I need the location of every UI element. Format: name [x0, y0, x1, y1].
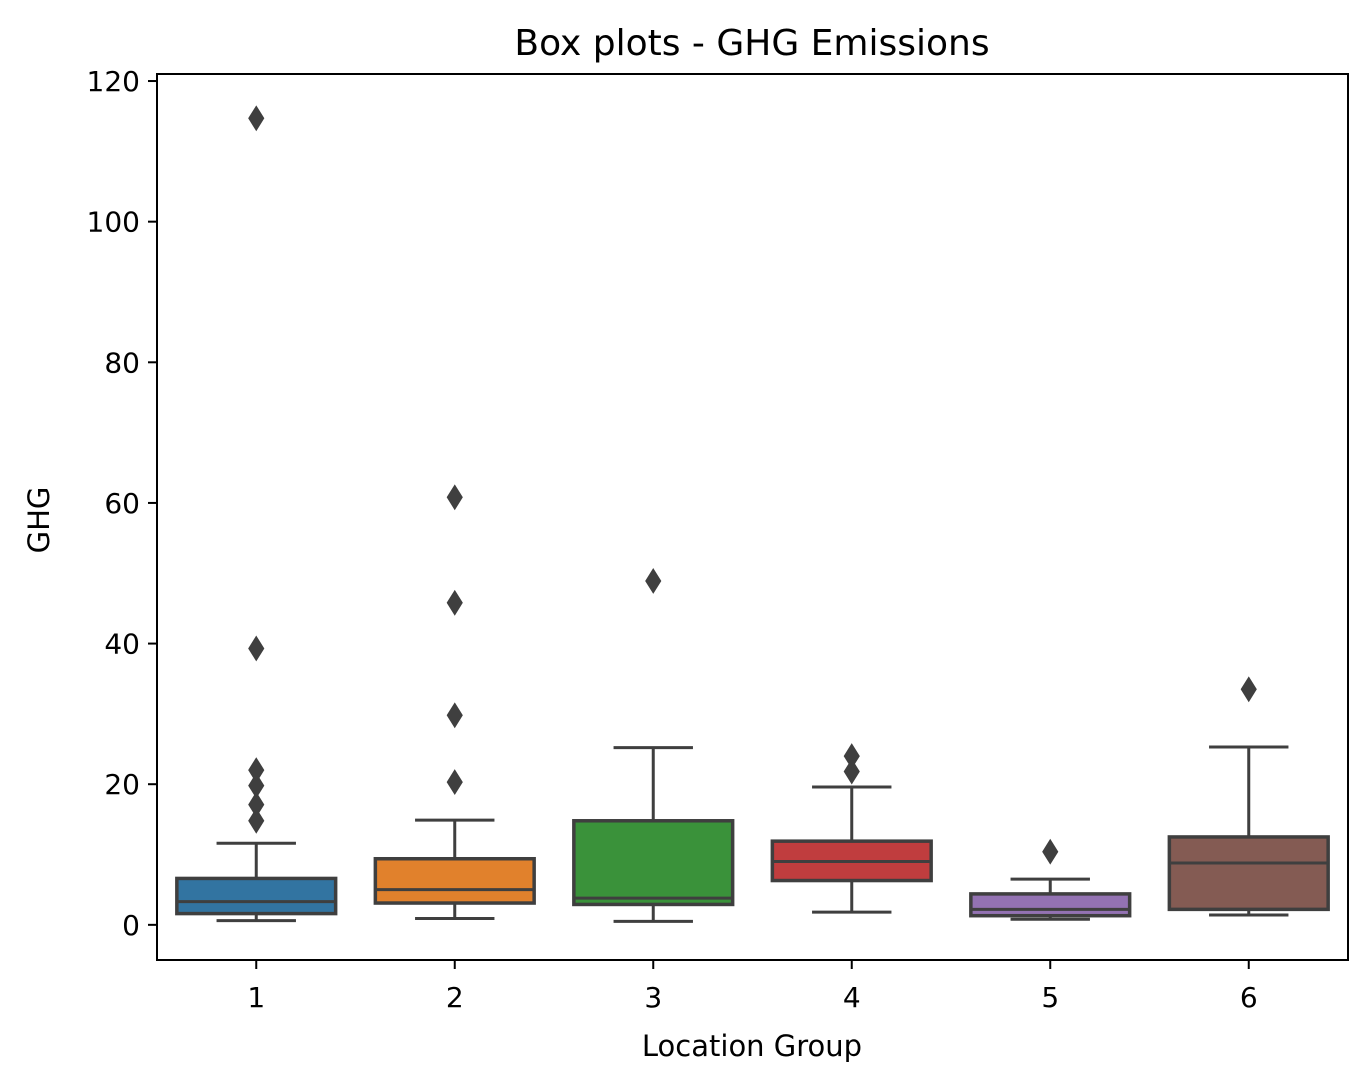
group-2-outlier: [446, 702, 463, 729]
group-2-outlier: [446, 589, 463, 616]
y-tick-label: 120: [87, 65, 140, 98]
group-1-outlier: [248, 791, 265, 818]
x-tick-label: 5: [1041, 981, 1059, 1014]
group-1-outlier: [248, 757, 265, 784]
y-tick-label: 80: [104, 346, 140, 379]
x-tick-label: 2: [446, 981, 464, 1014]
group-4-outlier: [843, 758, 860, 785]
y-tick-label: 20: [104, 768, 140, 801]
group-1-outlier: [248, 807, 265, 834]
x-tick-label: 4: [843, 981, 861, 1014]
y-tick-label: 60: [104, 487, 140, 520]
group-1-outlier: [248, 635, 265, 662]
y-axis-label: GHG: [22, 487, 56, 554]
group-1-outlier: [248, 772, 265, 799]
group-3-box: [572, 819, 735, 907]
plot-frame: [156, 73, 1349, 961]
group-6-box: [1167, 835, 1330, 912]
group-2-box: [373, 856, 536, 905]
x-tick-label: 1: [247, 981, 265, 1014]
group-1-box: [175, 876, 338, 916]
group-5-outlier: [1042, 838, 1059, 865]
group-3-outlier: [645, 568, 662, 594]
group-2-outlier: [446, 484, 463, 511]
group-4-outlier: [843, 743, 860, 770]
x-tick-label: 3: [644, 981, 662, 1014]
plot-area: 0 20 40 60 80 100 120 1 2 3 4 5 6: [87, 65, 1349, 1014]
y-tick-label: 0: [122, 909, 140, 942]
group-2-outlier: [446, 769, 463, 796]
y-tick-label: 100: [87, 206, 140, 239]
group-1-outlier: [248, 105, 265, 132]
group-5-box: [969, 892, 1132, 918]
x-axis-label: Location Group: [642, 1029, 862, 1063]
x-tick-label: 6: [1240, 981, 1258, 1014]
group-6-outlier: [1240, 676, 1257, 703]
chart-title: Box plots - GHG Emissions: [514, 23, 989, 64]
y-tick-label: 40: [104, 628, 140, 661]
